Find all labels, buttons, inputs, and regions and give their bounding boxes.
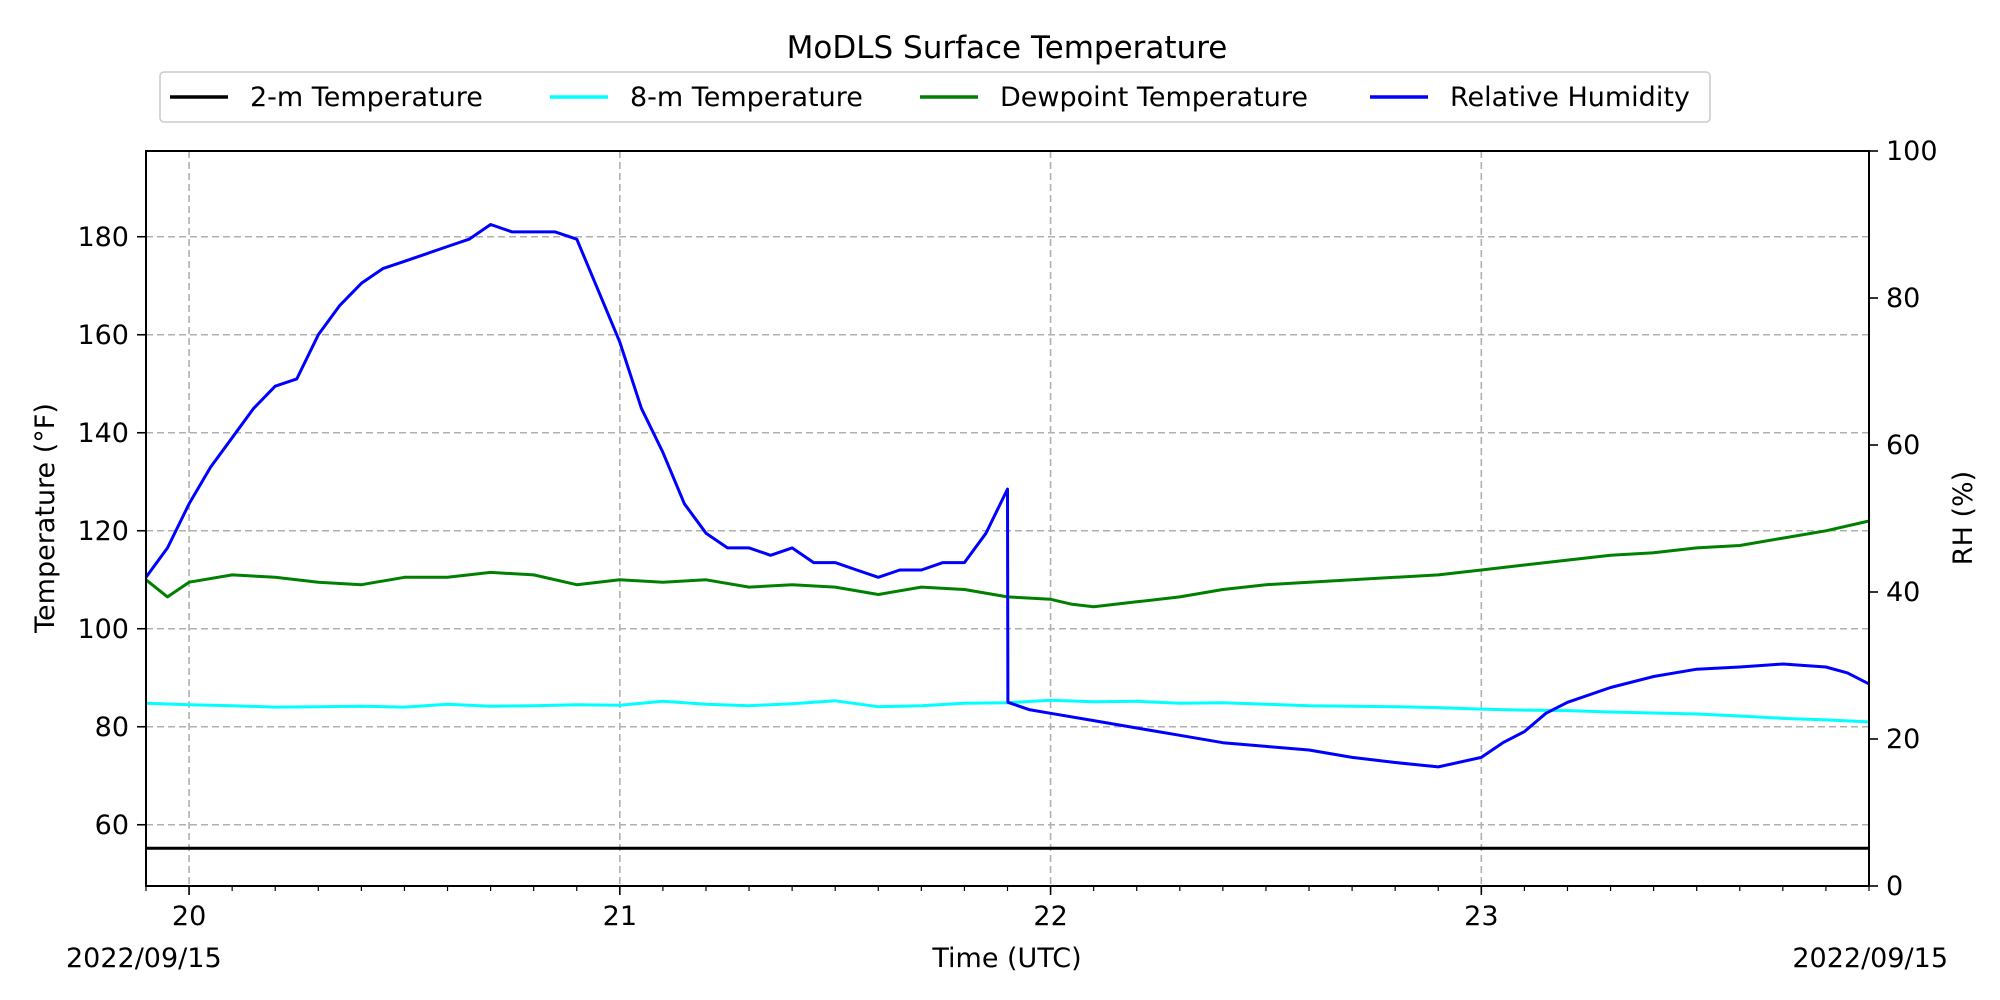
y-right-tick-label: 100: [1886, 136, 1938, 167]
y-right-tick-label: 40: [1886, 577, 1920, 608]
y-tick-label: 80: [95, 712, 129, 743]
x-end-date-label: 2022/09/15: [1792, 943, 1948, 974]
y-axis-left: 60 80 100 120 140 160 180: [77, 222, 146, 841]
y-right-tick-label: 60: [1886, 430, 1920, 461]
y-tick-label: 160: [77, 320, 129, 351]
x-tick-label: 21: [603, 901, 637, 932]
legend-label-relative-humidity: Relative Humidity: [1450, 82, 1690, 113]
y-axis-right: 0 20 40 60 80 100: [1869, 136, 1938, 902]
chart-title: MoDLS Surface Temperature: [787, 30, 1228, 66]
y-tick-label: 120: [77, 516, 129, 547]
x-axis-label: Time (UTC): [931, 943, 1081, 974]
legend-label-8-m-temperature: 8-m Temperature: [630, 82, 863, 113]
x-tick-label: 22: [1033, 901, 1067, 932]
x-axis: 20 21 22 23: [145, 886, 1870, 932]
y-tick-label: 140: [77, 418, 129, 449]
y-axis-left-label: Temperature (°F): [30, 403, 61, 634]
y-right-tick-label: 0: [1886, 871, 1903, 902]
legend: 2-m Temperature 8-m Temperature Dewpoint T…: [159, 71, 1711, 123]
x-tick-label: 23: [1464, 901, 1498, 932]
x-start-date-label: 2022/09/15: [66, 943, 222, 974]
legend-label-2-m-temperature: 2-m Temperature: [250, 82, 483, 113]
series-line-relative-humidity: [144, 223, 1870, 769]
y-tick-label: 100: [77, 614, 129, 645]
x-tick-label: 20: [172, 901, 206, 932]
y-right-tick-label: 20: [1886, 724, 1920, 755]
y-tick-label: 60: [95, 810, 129, 841]
plot-series: [144, 223, 1870, 850]
y-right-tick-label: 80: [1886, 283, 1920, 314]
y-axis-right-label: RH (%): [1948, 471, 1979, 565]
legend-label-dewpoint-temperature: Dewpoint Temperature: [1000, 82, 1308, 113]
y-tick-label: 180: [77, 222, 129, 253]
